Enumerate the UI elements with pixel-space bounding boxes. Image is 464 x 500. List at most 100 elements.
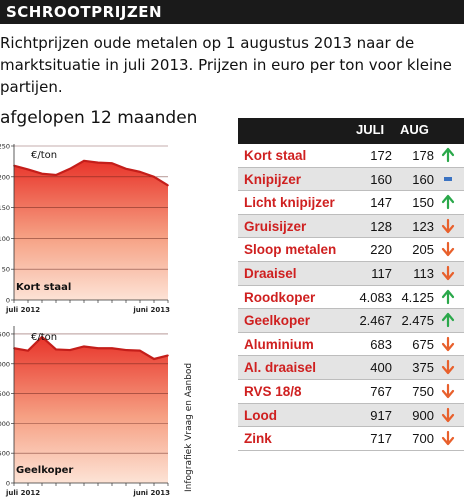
data-point <box>111 162 113 165</box>
metal-name: Zink <box>244 431 272 447</box>
metal-name: Sloop metalen <box>244 242 337 258</box>
price-aug: 675 <box>412 336 434 352</box>
x-label-end: juni 2013 <box>132 489 170 497</box>
price-aug: 123 <box>412 218 434 234</box>
table-row: Lood 917 900 <box>238 403 464 428</box>
metal-name: Knipijzer <box>244 171 302 187</box>
price-aug: 2.475 <box>401 313 434 329</box>
price-aug: 178 <box>412 148 434 163</box>
price-jul: 172 <box>370 148 392 163</box>
chart-kort-staal: 0 50 100 150 200 250 juli 2012 juni 2013 €/ton Ko… <box>0 143 170 315</box>
period-label: afgelopen 12 maanden <box>0 108 198 128</box>
table-row: Geelkoper 2.467 2.475 <box>238 309 464 333</box>
data-point <box>41 336 43 338</box>
y-tick-label: 50 <box>2 266 10 274</box>
data-point <box>83 345 85 348</box>
y-tick-label: 0 <box>6 297 10 305</box>
y-tick-label: 100 <box>0 235 10 243</box>
data-point <box>55 174 57 176</box>
col-header-aug: AUG <box>400 122 429 137</box>
header-bar: SCHROOTPRIJZEN <box>0 0 464 24</box>
table-row: Zink 717 700 <box>238 427 464 451</box>
unit-label: €/ton <box>31 150 57 161</box>
price-aug: 900 <box>412 407 434 423</box>
metal-name: Roodkoper <box>244 289 316 305</box>
metal-name: RVS 18/8 <box>244 383 302 399</box>
area-fill <box>14 336 168 483</box>
data-point <box>97 161 99 164</box>
price-jul: 160 <box>370 171 392 187</box>
price-aug: 160 <box>412 171 434 187</box>
data-point <box>69 349 71 351</box>
table-header: JULI AUG <box>238 118 464 144</box>
y-tick-label: 2000 <box>0 360 10 368</box>
table-row: Licht knipijzer 147 150 <box>238 191 464 215</box>
data-point <box>69 167 71 170</box>
arrow-down-icon <box>440 335 456 353</box>
arrow-up-icon <box>440 193 456 211</box>
metal-name: Geelkoper <box>244 313 311 329</box>
page-title: SCHROOTPRIJZEN <box>6 3 163 21</box>
price-aug: 113 <box>413 265 434 281</box>
arrow-up-icon <box>440 146 456 164</box>
y-tick-label: 500 <box>0 450 10 458</box>
y-tick-label: 0 <box>6 480 10 488</box>
data-point <box>111 347 113 350</box>
arrow-down-icon <box>440 429 456 447</box>
arrow-down-icon <box>440 382 456 400</box>
price-aug: 700 <box>412 431 434 447</box>
arrow-up-icon <box>440 311 456 329</box>
data-point <box>55 348 57 351</box>
table-row: Knipijzer 160 160 <box>238 167 464 192</box>
price-jul: 917 <box>370 407 392 423</box>
table-row: Draaisel 117 113 <box>238 261 464 286</box>
data-point <box>41 172 43 175</box>
data-point <box>167 184 169 187</box>
data-point <box>125 349 127 351</box>
credit-label: Infografiek Vraag en Aanbod <box>184 362 194 492</box>
price-jul: 4.083 <box>359 289 392 305</box>
price-aug: 375 <box>412 360 434 376</box>
data-point <box>125 167 127 170</box>
series-line <box>13 335 169 361</box>
x-label-start: juli 2012 <box>5 489 40 497</box>
x-label-end: juni 2013 <box>132 306 170 314</box>
metal-name: Lood <box>244 407 277 423</box>
data-point <box>153 176 155 178</box>
metal-name: Al. draaisel <box>244 360 317 376</box>
data-point <box>139 171 141 173</box>
price-aug: 4.125 <box>401 289 434 305</box>
price-jul: 117 <box>371 265 392 281</box>
intro-text: Richtprijzen oude metalen op 1 augustus … <box>0 34 452 96</box>
price-aug: 205 <box>412 242 434 258</box>
credit-label-wrap: Infografiek Vraag en Aanbod <box>182 330 198 492</box>
metal-name: Kort staal <box>244 148 307 163</box>
y-tick-label: 250 <box>0 143 10 151</box>
y-tick-label: 150 <box>0 204 10 212</box>
y-tick-label: 2500 <box>0 330 10 338</box>
arrow-down-icon <box>440 264 456 282</box>
x-label-start: juli 2012 <box>5 306 40 314</box>
arrow-down-icon <box>440 358 456 376</box>
metal-name: Gruisijzer <box>244 218 307 234</box>
chart-geelkoper: 0 500 1000 1500 2000 2500 juli 2012 juni 2013 €/… <box>0 326 170 497</box>
data-point <box>97 347 99 350</box>
data-point <box>27 349 29 352</box>
price-aug: 150 <box>412 195 434 211</box>
area-fill <box>14 160 168 300</box>
chart-title: Kort staal <box>16 282 71 293</box>
table-row: Aluminium 683 675 <box>238 333 464 357</box>
arrow-down-icon <box>440 406 456 424</box>
price-jul: 220 <box>370 242 392 258</box>
metal-name: Licht knipijzer <box>244 195 335 211</box>
metal-name: Draaisel <box>244 265 297 281</box>
table-row: Sloop metalen 220 205 <box>238 238 464 262</box>
price-jul: 147 <box>370 195 392 211</box>
table-row: Al. draaisel 400 375 <box>238 356 464 380</box>
table-body: Kort staal 172 178 Knipijzer 160 160 Licht kni… <box>238 144 464 451</box>
price-jul: 2.467 <box>359 313 392 329</box>
price-jul: 400 <box>370 360 392 376</box>
price-table: JULI AUG Kort staal 172 178 Knipijzer 160 160… <box>238 118 464 451</box>
price-jul: 717 <box>370 431 392 447</box>
price-jul: 683 <box>370 336 392 352</box>
